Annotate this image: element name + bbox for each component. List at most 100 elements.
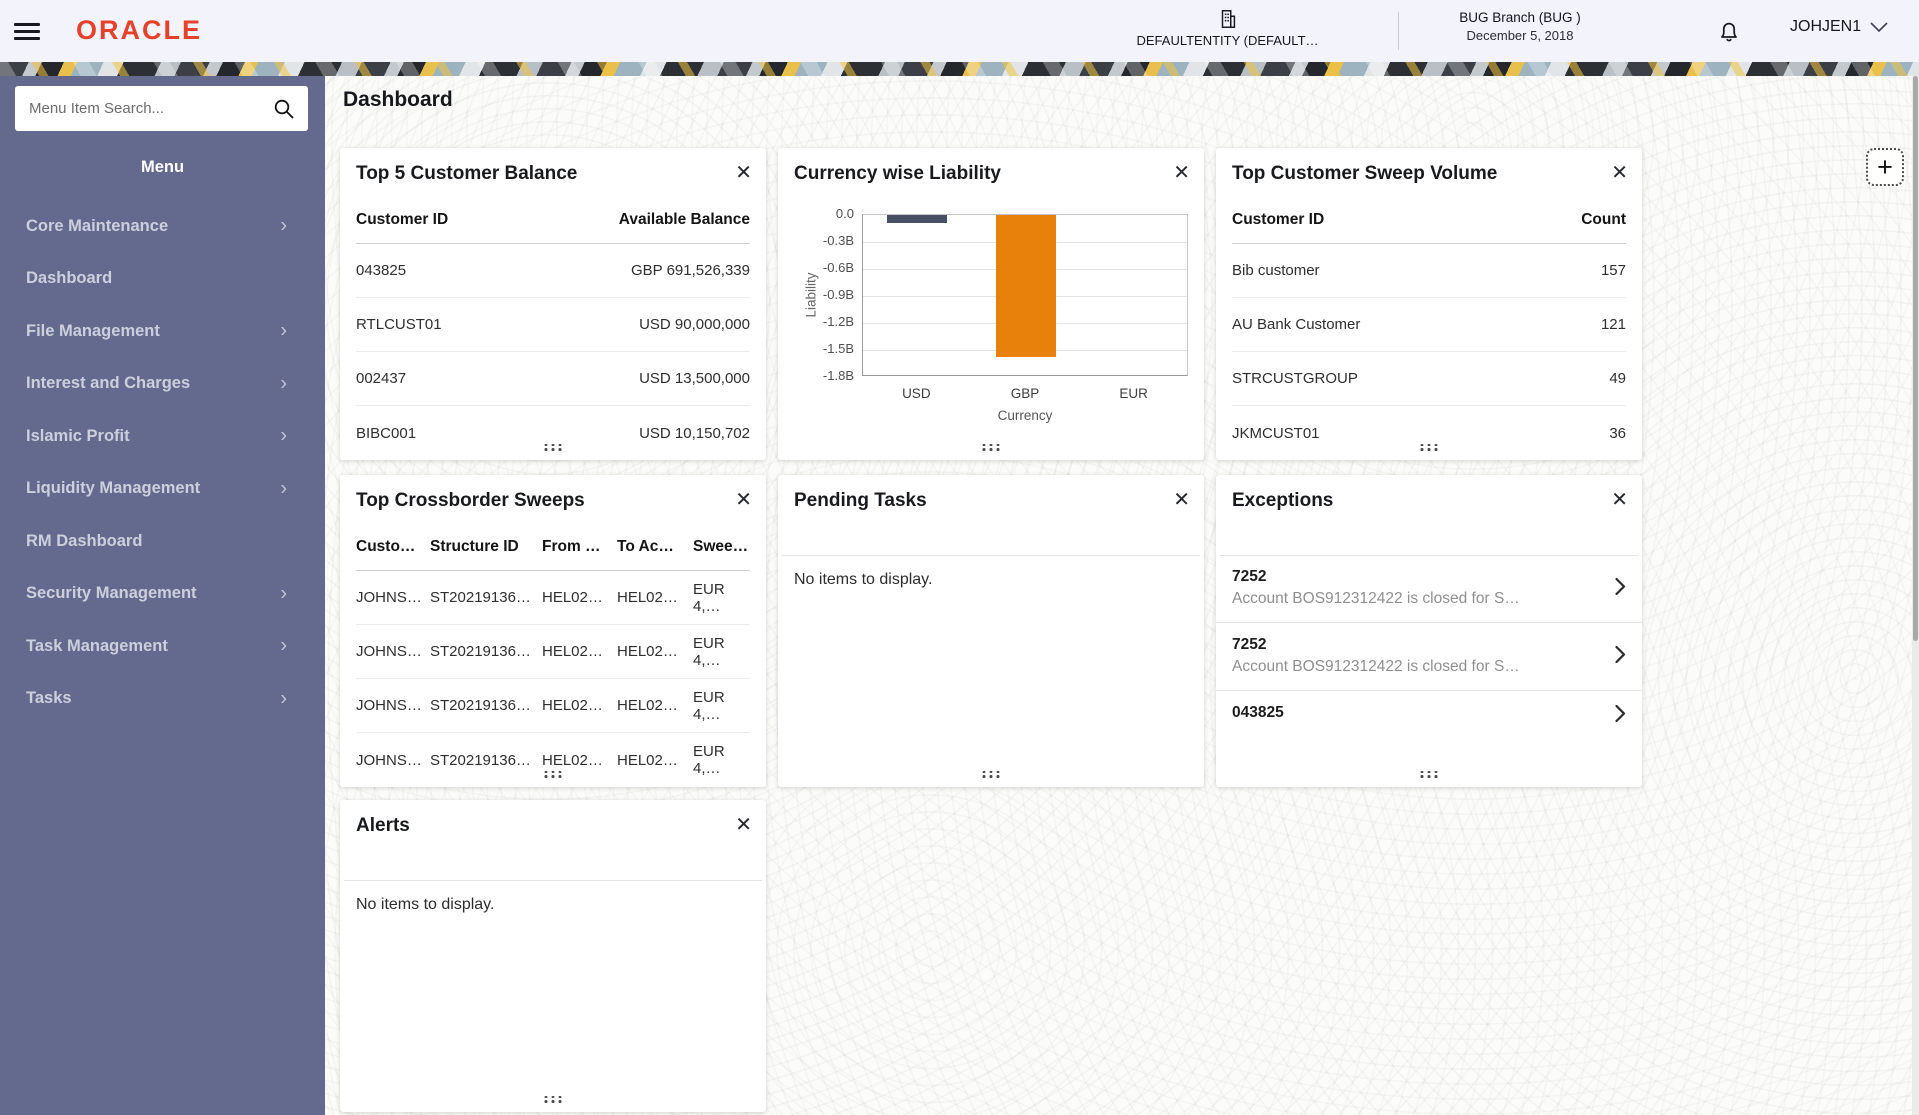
cell: HEL02… <box>617 751 678 769</box>
cell: HEL02… <box>542 589 603 606</box>
widget-options-icon[interactable] <box>544 443 562 451</box>
sidebar-item-task-management[interactable]: Task Management › <box>0 620 325 673</box>
cell: ST20219136… <box>430 751 531 769</box>
sidebar-item-label: Security Management <box>26 584 197 603</box>
branch-date: December 5, 2018 <box>1466 28 1574 43</box>
cell: STRCUSTGROUP <box>1232 370 1358 387</box>
cell: JOHNS… <box>356 697 422 714</box>
y-tick-label: -0.3B <box>822 233 854 248</box>
chevron-right-icon: › <box>280 319 287 342</box>
hamburger-menu-icon[interactable] <box>14 19 40 43</box>
widget-options-icon[interactable] <box>544 770 562 778</box>
sidebar-item-file-management[interactable]: File Management › <box>0 305 325 358</box>
table-header-row: Customer ID Count <box>1232 196 1626 244</box>
column-header: Customer ID <box>1232 210 1325 228</box>
close-icon[interactable]: ✕ <box>1173 162 1190 184</box>
liability-bar-chart: Liability Currency 0.0 -0.3B -0.6B -0.9B -1.… <box>778 148 1204 460</box>
header-divider <box>1398 12 1399 50</box>
exception-id: 7252 <box>1232 636 1267 653</box>
empty-state-text: No items to display. <box>356 896 495 913</box>
bar-gbp <box>996 215 1056 358</box>
entity-selector[interactable]: DEFAULTENTITY (DEFAULT… <box>1120 6 1335 48</box>
exception-description: Account BOS912312422 is closed for S… <box>1232 590 1520 607</box>
widget-exceptions: Exceptions ✕ 7252 Account BOS912312422 is… <box>1216 475 1642 787</box>
cell: ST20219136… <box>430 643 531 660</box>
plus-icon: + <box>1877 151 1893 182</box>
cell: EUR 4,… <box>693 580 725 615</box>
sidebar-item-security-management[interactable]: Security Management › <box>0 568 325 621</box>
menu-search-box[interactable] <box>15 86 308 131</box>
cell: 157 <box>1600 262 1626 279</box>
sidebar-item-tasks[interactable]: Tasks › <box>0 673 325 726</box>
sweep-volume-table: Customer ID Count Bib customer 157 AU Bank C… <box>1232 196 1626 460</box>
widget-alerts: Alerts ✕ No items to display. <box>340 800 766 1112</box>
main-content: Dashboard Top 5 Customer Balance ✕ Custo… <box>325 76 1919 1115</box>
x-axis-label: Currency <box>997 408 1053 423</box>
widget-top5-customer-balance: Top 5 Customer Balance ✕ Customer ID Avai… <box>340 148 766 460</box>
close-icon[interactable]: ✕ <box>735 489 752 511</box>
close-icon[interactable]: ✕ <box>1611 489 1628 511</box>
chevron-right-icon: › <box>280 687 287 710</box>
sidebar-item-islamic-profit[interactable]: Islamic Profit › <box>0 410 325 463</box>
x-tick-label: EUR <box>1119 386 1148 401</box>
cell: JOHNS… <box>356 589 422 606</box>
exception-description: Account BOS912312422 is closed for S… <box>1232 658 1520 675</box>
close-icon[interactable]: ✕ <box>735 814 752 836</box>
sidebar-item-liquidity-management[interactable]: Liquidity Management › <box>0 463 325 516</box>
sidebar-item-label: Task Management <box>26 636 168 655</box>
close-icon[interactable]: ✕ <box>1611 162 1628 184</box>
scrollbar-thumb[interactable] <box>1913 76 1918 641</box>
chevron-right-icon: › <box>280 477 287 500</box>
y-tick-label: -1.2B <box>822 314 854 329</box>
menu-heading: Menu <box>140 158 185 176</box>
exception-item[interactable]: 7252 Account BOS912312422 is closed for S… <box>1216 555 1642 623</box>
widget-options-icon[interactable] <box>982 443 1000 451</box>
close-icon[interactable]: ✕ <box>1173 489 1190 511</box>
widget-options-icon[interactable] <box>982 770 1000 778</box>
cell: 002437 <box>356 370 407 387</box>
sidebar-item-dashboard[interactable]: Dashboard <box>0 253 325 306</box>
widget-currency-liability: Currency wise Liability ✕ Liability Curr… <box>778 148 1204 460</box>
menu-search-input[interactable] <box>29 100 272 117</box>
table-row: STRCUSTGROUP 49 <box>1232 352 1626 406</box>
username: JOHJEN1 <box>1790 18 1862 35</box>
sidebar-item-label: Core Maintenance <box>26 216 169 235</box>
cell: HEL02… <box>617 589 678 606</box>
widget-pending-tasks: Pending Tasks ✕ No items to display. <box>778 475 1204 787</box>
divider <box>1220 555 1638 556</box>
sidebar-item-rm-dashboard[interactable]: RM Dashboard <box>0 515 325 568</box>
x-tick-label: GBP <box>1010 386 1040 401</box>
table-row: JOHNS… ST20219136… HEL02… HEL02… EUR 4,… <box>356 679 750 733</box>
cell: EUR 4,… <box>693 634 725 669</box>
sidebar-item-label: Islamic Profit <box>26 426 130 445</box>
search-icon[interactable] <box>272 97 296 121</box>
cell: HEL02… <box>617 643 678 660</box>
bar-usd <box>887 215 948 224</box>
exception-item[interactable]: 043825 <box>1216 691 1642 740</box>
column-header: Custo… <box>356 537 416 555</box>
sidebar: Menu Core Maintenance › Dashboard File Mana… <box>0 76 325 1115</box>
balance-table: Customer ID Available Balance 043825 GBP 69… <box>356 196 750 460</box>
vertical-scrollbar[interactable] <box>1912 76 1919 1115</box>
add-widget-button[interactable]: + <box>1866 148 1904 186</box>
y-tick-label: -1.8B <box>822 368 854 383</box>
user-menu[interactable]: JOHJEN1 <box>1790 18 1888 36</box>
branch-info: BUG Branch (BUG ) December 5, 2018 <box>1435 10 1605 43</box>
notifications-button[interactable] <box>1716 18 1742 49</box>
cell: 49 <box>1609 370 1626 387</box>
widget-options-icon[interactable] <box>1420 770 1438 778</box>
chevron-right-icon <box>1615 645 1626 668</box>
chevron-right-icon: › <box>280 424 287 447</box>
menu-list: Core Maintenance › Dashboard File Managemen… <box>0 200 325 725</box>
widget-options-icon[interactable] <box>1420 443 1438 451</box>
cell: 36 <box>1609 424 1626 442</box>
close-icon[interactable]: ✕ <box>735 162 752 184</box>
widget-options-icon[interactable] <box>544 1095 562 1103</box>
sidebar-item-interest-and-charges[interactable]: Interest and Charges › <box>0 358 325 411</box>
sidebar-item-core-maintenance[interactable]: Core Maintenance › <box>0 200 325 253</box>
exception-item[interactable]: 7252 Account BOS912312422 is closed for S… <box>1216 623 1642 691</box>
widget-title: Top 5 Customer Balance <box>356 163 578 184</box>
chevron-right-icon <box>1615 577 1626 600</box>
table-row: AU Bank Customer 121 <box>1232 298 1626 352</box>
table-row: JOHNS… ST20219136… HEL02… HEL02… EUR 4,… <box>356 571 750 625</box>
